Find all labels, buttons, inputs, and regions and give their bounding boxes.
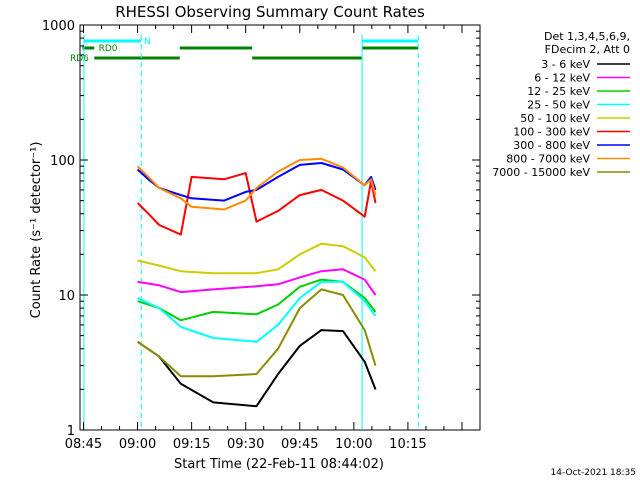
y-tick-label: 100 — [50, 154, 75, 169]
legend-label: 7000 - 15000 keV — [492, 166, 590, 179]
legend-label: 12 - 25 keV — [527, 85, 590, 98]
legend-label: 6 - 12 keV — [534, 72, 590, 85]
legend-item: 800 - 7000 keV — [506, 153, 630, 166]
y-tick-label: 1 — [67, 424, 75, 439]
x-axis-label: Start Time (22-Feb-11 08:44:02) — [174, 457, 384, 472]
legend-label: 800 - 7000 keV — [506, 153, 590, 166]
x-tick-label: 10:15 — [389, 437, 426, 452]
legend-item: 50 - 100 keV — [520, 112, 630, 125]
legend-item: 100 - 300 keV — [513, 126, 630, 139]
flag-bars: N RD0 RD6 — [70, 37, 419, 64]
legend-header: Det 1,3,4,5,6,9, — [544, 30, 630, 43]
series-line — [136, 157, 377, 211]
legend-item: 12 - 25 keV — [527, 85, 630, 98]
x-tick-label: 09:00 — [119, 437, 156, 452]
y-tick-label: 10 — [58, 289, 75, 304]
series-line — [137, 280, 377, 343]
series-line — [136, 172, 377, 236]
legend-label: 3 - 6 keV — [541, 58, 590, 71]
plot-area — [79, 24, 481, 431]
legend-label: 50 - 100 keV — [520, 112, 590, 125]
flag-label: RD6 — [70, 54, 89, 64]
legend-item: 6 - 12 keV — [534, 72, 630, 85]
x-tick-label: 09:15 — [173, 437, 210, 452]
legend-item: 3 - 6 keV — [541, 58, 630, 71]
legend-item: 25 - 50 keV — [527, 99, 630, 112]
x-tick-label: 09:45 — [281, 437, 318, 452]
series-line — [137, 242, 377, 275]
y-axis: 1 10 100 1000 — [42, 19, 480, 439]
legend-item: 7000 - 15000 keV — [492, 166, 630, 179]
series-line — [137, 329, 377, 408]
legend-header: FDecim 2, Att 0 — [545, 43, 630, 56]
legend-label: 100 - 300 keV — [513, 126, 590, 139]
flag-label: RD0 — [99, 44, 118, 54]
attenuator-markers — [83, 35, 419, 430]
legend: Det 1,3,4,5,6,9,FDecim 2, Att 0 3 - 6 keV… — [492, 30, 630, 179]
flag-label: N — [144, 37, 151, 47]
chart-title: RHESSI Observing Summary Count Rates — [115, 3, 425, 21]
y-tick-label: 1000 — [42, 19, 75, 34]
x-tick-label: 09:30 — [227, 437, 264, 452]
legend-label: 300 - 800 keV — [513, 139, 590, 152]
x-tick-label: 08:45 — [65, 437, 102, 452]
footer-timestamp: 14-Oct-2021 18:35 — [551, 468, 636, 478]
x-axis: 08:45 09:00 09:15 09:30 09:45 10:00 10:15 — [65, 25, 463, 452]
series-layer — [136, 157, 377, 408]
series-line — [137, 288, 377, 378]
plot-frame — [79, 24, 481, 431]
legend-label: 25 - 50 keV — [527, 99, 590, 112]
x-tick-label: 10:00 — [335, 437, 372, 452]
y-axis-label: Count Rate (s⁻¹ detector⁻¹) — [29, 142, 44, 319]
legend-item: 300 - 800 keV — [513, 139, 630, 152]
series-line — [137, 268, 377, 296]
